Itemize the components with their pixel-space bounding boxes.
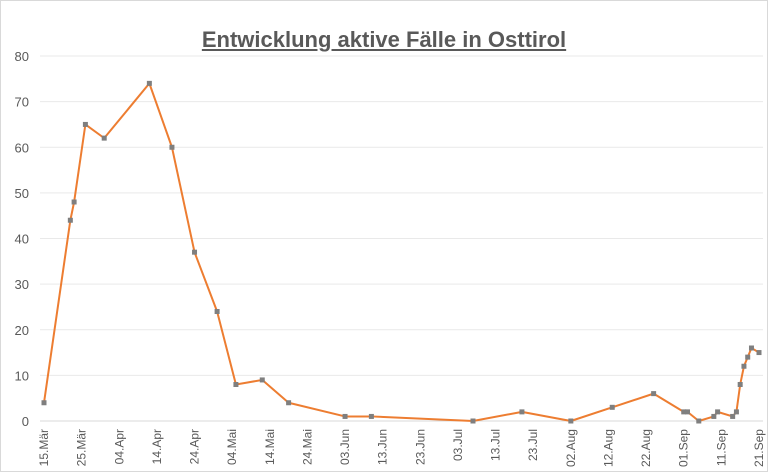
x-tick-label: 13.Jul	[489, 429, 503, 461]
x-tick-label: 14.Apr	[150, 429, 164, 464]
data-point	[470, 418, 476, 424]
data-point	[259, 377, 265, 383]
data-point	[730, 413, 736, 419]
data-point	[711, 413, 717, 419]
data-point	[745, 354, 751, 360]
series-line	[43, 82, 760, 422]
data-point	[368, 413, 374, 419]
data-point	[685, 409, 690, 415]
data-point	[67, 217, 73, 223]
y-tick-label: 0	[22, 414, 29, 429]
x-tick-label: 13.Jun	[376, 429, 390, 465]
x-tick-label: 11.Sep	[714, 429, 728, 466]
y-tick-label: 20	[15, 323, 29, 338]
data-point	[737, 382, 743, 387]
x-tick-label: 24.Mai	[300, 429, 314, 465]
x-tick-label: 23.Jul	[526, 429, 540, 461]
data-point	[756, 350, 762, 356]
data-point	[651, 391, 657, 397]
data-point	[748, 345, 754, 351]
data-point	[696, 418, 702, 424]
x-tick-label: 24.Apr	[188, 429, 202, 464]
x-tick-label: 04.Mai	[225, 429, 239, 465]
data-point	[681, 409, 687, 415]
x-tick-label: 25.Mär	[75, 429, 89, 466]
data-point	[568, 418, 574, 424]
x-tick-label: 15.Mär	[37, 429, 51, 466]
data-point	[101, 135, 107, 141]
chart-title: Entwicklung aktive Fälle in Osttirol	[201, 27, 567, 52]
data-point	[741, 363, 747, 369]
data-point	[286, 400, 292, 406]
data-point	[609, 404, 615, 410]
data-point	[342, 413, 348, 419]
y-tick-label: 60	[15, 140, 29, 155]
data-point	[233, 382, 239, 387]
data-point	[82, 121, 88, 127]
x-tick-label: 04.Apr	[112, 429, 126, 464]
data-point	[192, 249, 198, 255]
data-point	[146, 80, 152, 86]
data-point	[41, 400, 47, 406]
data-point	[214, 309, 220, 314]
data-point	[169, 144, 175, 150]
x-tick-label: 22.Aug	[639, 429, 653, 467]
x-tick-label: 23.Jun	[413, 429, 427, 465]
y-tick-label: 30	[15, 277, 29, 292]
x-tick-label: 01.Sep	[677, 429, 691, 467]
y-tick-label: 80	[15, 49, 29, 64]
y-tick-label: 70	[15, 95, 29, 110]
data-point	[71, 199, 77, 205]
y-tick-label: 50	[15, 186, 29, 201]
x-tick-label: 14.Mai	[263, 429, 277, 465]
data-point	[519, 409, 525, 415]
y-tick-label: 40	[15, 232, 29, 247]
data-point	[715, 409, 721, 415]
x-tick-label: 02.Aug	[564, 429, 578, 467]
x-tick-label: 03.Jun	[338, 429, 352, 465]
data-point	[733, 409, 739, 415]
x-tick-label: 12.Aug	[601, 429, 615, 467]
x-tick-label: 03.Jul	[451, 429, 465, 461]
y-tick-label: 10	[15, 368, 29, 383]
x-tick-label: 21.Sep	[752, 429, 766, 467]
